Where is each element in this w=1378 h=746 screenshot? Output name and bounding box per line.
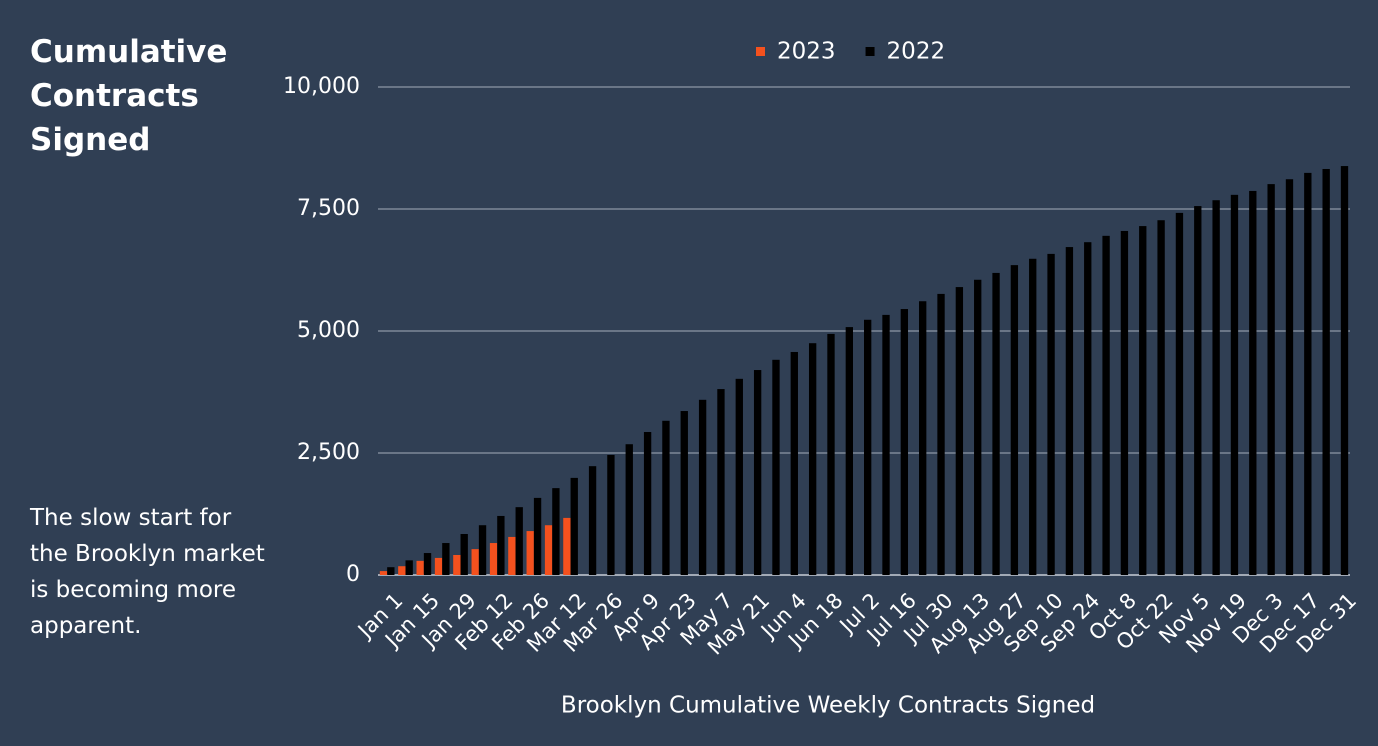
- bar: [398, 566, 406, 575]
- y-tick-label: 10,000: [283, 74, 360, 99]
- bar: [570, 477, 578, 575]
- bar: [552, 488, 560, 575]
- bar: [1175, 212, 1184, 576]
- legend-label: 2022: [887, 39, 946, 65]
- bar: [423, 553, 432, 575]
- bar: [900, 309, 909, 575]
- bar: [442, 543, 450, 575]
- bar: [497, 515, 505, 575]
- bar: [607, 454, 615, 575]
- bar: [845, 327, 853, 575]
- bar: [790, 351, 798, 575]
- bar: [453, 554, 461, 575]
- bar: [1340, 166, 1349, 575]
- bar: [526, 531, 534, 575]
- bar: [625, 444, 633, 575]
- y-tick-label: 5,000: [297, 318, 360, 343]
- bar: [1212, 200, 1220, 575]
- legend-swatch: [865, 47, 875, 56]
- bar: [379, 571, 388, 575]
- bar: [416, 560, 424, 575]
- bar: [478, 525, 487, 575]
- x-axis-title: Brooklyn Cumulative Weekly Contracts Sig…: [561, 693, 1095, 719]
- y-tick-label: 2,500: [297, 440, 360, 465]
- bar: [1249, 190, 1257, 575]
- bar: [772, 359, 780, 575]
- bar: [1010, 265, 1019, 575]
- bar: [974, 279, 982, 575]
- bar: [882, 314, 890, 575]
- bar: [387, 567, 395, 575]
- bar: [717, 389, 725, 575]
- bar: [1102, 235, 1110, 575]
- sidebar-note: The slow start for the Brooklyn market i…: [30, 505, 265, 639]
- bar: [544, 525, 553, 575]
- bar: [808, 343, 817, 575]
- bar: [563, 517, 571, 575]
- bar: [1120, 230, 1129, 575]
- bar: [1029, 258, 1037, 575]
- bar: [489, 543, 498, 575]
- bar: [588, 466, 597, 575]
- bar: [1194, 206, 1202, 575]
- bar: [1285, 179, 1294, 575]
- y-tick-label: 7,500: [297, 196, 360, 221]
- bar: [937, 293, 945, 575]
- bar: [1304, 172, 1312, 575]
- sidebar-title: Cumulative Contracts Signed: [30, 34, 228, 158]
- bar: [460, 534, 468, 575]
- bar: [515, 507, 523, 575]
- bar: [992, 272, 1000, 575]
- bar: [864, 319, 872, 575]
- bar: [1157, 220, 1165, 575]
- y-tick-label: 0: [346, 562, 360, 587]
- bar: [662, 420, 670, 575]
- bar: [1322, 168, 1330, 575]
- bar: [471, 549, 479, 575]
- bar: [827, 333, 835, 575]
- bar: [1139, 226, 1147, 575]
- bar: [1065, 247, 1074, 575]
- bar: [1230, 194, 1239, 575]
- bar: [680, 411, 688, 575]
- bar: [434, 557, 443, 575]
- bar: [643, 432, 652, 575]
- bar: [1084, 242, 1092, 575]
- bar: [405, 560, 413, 575]
- bar: [508, 536, 516, 575]
- bar: [1267, 184, 1275, 575]
- bar: [533, 497, 542, 575]
- bar: [919, 301, 927, 575]
- legend-swatch: [756, 47, 765, 56]
- bar: [955, 287, 964, 575]
- bar: [735, 378, 743, 575]
- bar: [753, 370, 762, 575]
- bar: [698, 399, 707, 575]
- bar: [1047, 253, 1055, 575]
- legend-label: 2023: [777, 39, 836, 65]
